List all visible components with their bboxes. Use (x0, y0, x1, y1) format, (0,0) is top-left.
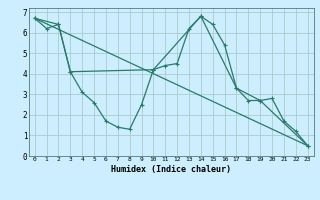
X-axis label: Humidex (Indice chaleur): Humidex (Indice chaleur) (111, 165, 231, 174)
